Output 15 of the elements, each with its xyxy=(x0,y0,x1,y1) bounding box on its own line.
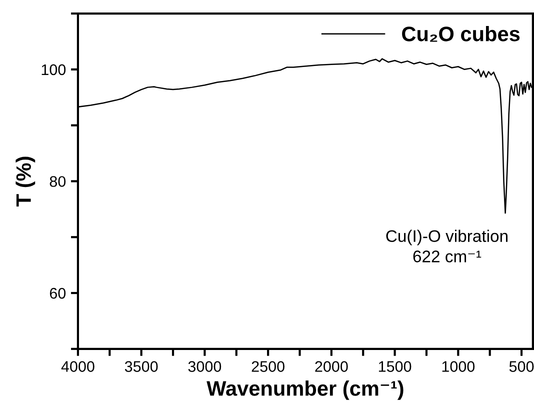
legend-label: Cu₂O cubes xyxy=(402,26,520,42)
x-tick-label: 500 xyxy=(509,361,534,372)
y-tick-label: 100 xyxy=(42,64,66,76)
x-tick-label: 3500 xyxy=(124,361,158,372)
x-tick-label: 1000 xyxy=(442,361,475,372)
x-axis-title: Wavenumber (cm⁻¹) xyxy=(206,380,404,400)
y-tick-label: 60 xyxy=(50,288,66,299)
y-tick-label: 80 xyxy=(50,176,66,187)
annotation: Cu(I)-O vibration 622 cm⁻¹ xyxy=(386,230,508,262)
x-tick-label: 1500 xyxy=(378,361,412,372)
x-tick-label: 2000 xyxy=(315,361,348,372)
x-tick-label: 4000 xyxy=(61,361,94,372)
y-axis-title: T (%) xyxy=(16,156,36,206)
x-tick-label: 2500 xyxy=(252,361,284,372)
x-tick-label: 3000 xyxy=(188,361,222,372)
